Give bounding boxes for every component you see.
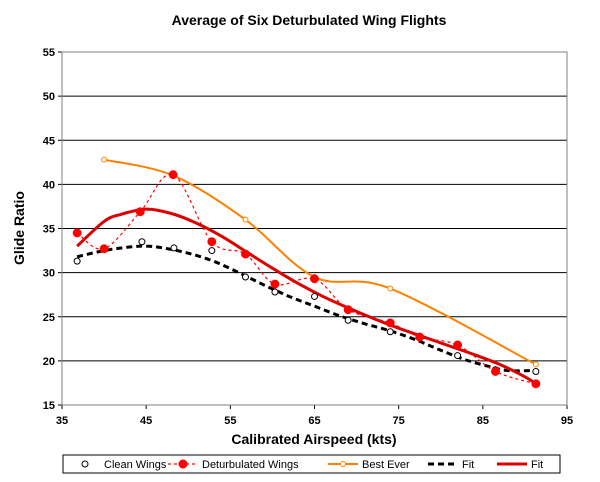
legend-marker — [178, 459, 188, 469]
best-ever-point — [242, 216, 249, 223]
legend-label: Fit — [531, 459, 543, 471]
y-tick-label: 35 — [43, 224, 55, 236]
clean-wings-point — [532, 367, 540, 375]
deturbulated-point — [241, 249, 250, 259]
y-tick-label: 15 — [43, 400, 55, 412]
y-axis-title: Glide Ratio — [11, 191, 27, 265]
legend-item-best-ever: Best Ever — [328, 459, 410, 471]
legend-item-deturbulated: Deturbulated Wings — [168, 459, 299, 471]
y-tick-label: 40 — [43, 179, 55, 191]
series-layer — [72, 156, 541, 389]
legend-label: Best Ever — [362, 459, 410, 471]
clean-wings-point — [311, 292, 318, 300]
deturbulated-point — [270, 279, 280, 289]
deturbulated-point — [415, 332, 425, 342]
x-tick-label: 95 — [561, 415, 573, 427]
y-tick-label: 50 — [43, 91, 55, 103]
legend-label: Clean Wings — [104, 459, 167, 471]
best-ever-point — [387, 285, 394, 292]
y-tick-label: 30 — [43, 268, 55, 280]
clean-wings-point — [208, 247, 216, 255]
series-fit-red-line — [76, 207, 537, 386]
gridlines — [58, 51, 568, 409]
deturbulated-point — [531, 379, 541, 389]
y-tick-labels: 15 20 25 30 35 40 45 50 55 — [43, 47, 55, 412]
series-deturbulated-line — [76, 173, 537, 385]
legend-item-clean: Clean Wings — [81, 459, 167, 471]
clean-wings-point — [170, 244, 178, 252]
legend-box — [62, 454, 561, 474]
x-tick-label: 75 — [393, 415, 405, 427]
deturbulated-point — [343, 305, 353, 315]
deturbulated-point — [168, 170, 178, 180]
best-ever-point — [101, 156, 108, 163]
clean-wings-point — [138, 238, 146, 246]
deturbulated-point — [453, 340, 463, 350]
deturbulated-point — [135, 207, 145, 217]
best-ever-point — [532, 361, 539, 368]
legend-marker — [81, 460, 89, 468]
x-tick-label: 65 — [308, 415, 320, 427]
legend-label: Deturbulated Wings — [202, 459, 299, 471]
x-tick-label: 35 — [56, 415, 68, 427]
deturbulated-point — [385, 318, 395, 328]
x-tick-label: 45 — [140, 415, 152, 427]
clean-wings-point — [73, 257, 81, 265]
legend-item-fit-black: Fit — [428, 459, 474, 471]
y-tick-label: 45 — [43, 135, 55, 147]
deturbulated-point — [207, 237, 217, 247]
deturbulated-point — [72, 228, 82, 238]
clean-wings-point — [271, 288, 279, 296]
x-tick-label: 85 — [477, 415, 489, 427]
plot-area — [61, 51, 568, 406]
y-tick-label: 55 — [43, 47, 55, 59]
deturbulated-point — [99, 244, 109, 254]
clean-wings-point — [344, 316, 352, 324]
deturbulated-point — [310, 274, 319, 284]
clean-wings-point — [241, 273, 249, 281]
x-tick-label: 55 — [224, 415, 236, 427]
series-fit-black-line — [76, 244, 536, 373]
clean-wings-point — [386, 328, 394, 336]
y-tick-label: 20 — [43, 356, 55, 368]
legend: Clean Wings Deturbulated Wings Best Ever Fi… — [62, 454, 561, 474]
x-axis-title: Calibrated Airspeed (kts) — [231, 431, 396, 447]
y-tick-label: 25 — [43, 312, 55, 324]
legend-marker — [340, 461, 346, 467]
chart-title: Average of Six Deturbulated Wing Flights — [172, 12, 447, 28]
clean-wings-point — [454, 352, 462, 360]
x-tick-labels: 35 45 55 65 75 85 95 — [56, 415, 573, 427]
deturbulated-point — [491, 367, 500, 376]
legend-item-fit-red: Fit — [497, 459, 543, 471]
legend-label: Fit — [462, 459, 474, 471]
